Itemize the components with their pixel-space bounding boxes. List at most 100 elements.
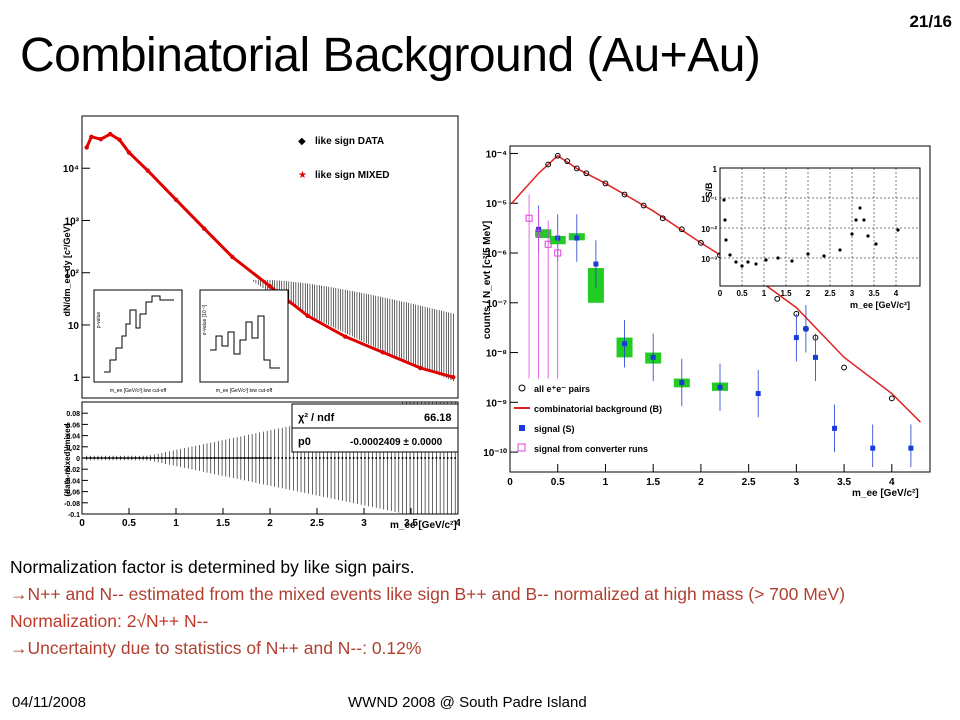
right-legend: all e⁺e⁻ pairs combinatorial background … — [514, 384, 662, 454]
like-sign-mixed-point — [451, 375, 456, 380]
footer-venue: WWND 2008 @ South Padre Island — [348, 694, 587, 711]
ratio-point — [243, 457, 246, 459]
right-xlabel: m_ee [GeV/c²] — [852, 488, 919, 499]
ratio-ytick-label: 0 — [76, 456, 80, 463]
inset-sb-xtick-label: 4 — [894, 289, 899, 298]
fit-p0-label: p0 — [298, 436, 311, 448]
inset-sb: S/B m_ee [GeV/c²] 0 0.5 1 1.5 2 2.5 3 3.5 4 1 10⁻¹… — [701, 165, 921, 310]
ratio-xtick-label: 1 — [173, 518, 179, 529]
ratio-point — [115, 457, 118, 459]
ratio-point — [157, 457, 160, 459]
inset-sb-ytick-label: 1 — [713, 165, 718, 174]
ratio-point — [153, 457, 156, 459]
fit-chi2-label: χ² / ndf — [298, 412, 335, 424]
signal-point — [717, 384, 723, 390]
body-line-3: Normalization: 2√N++ N-- — [10, 611, 209, 631]
inset-pvalue-xlabel: m_ee [GeV/c²] low cut-off — [110, 388, 167, 394]
legend-label-mixed: like sign MIXED — [315, 170, 389, 181]
ratio-point — [416, 457, 419, 459]
ratio-point — [254, 457, 257, 459]
all-pairs-point — [564, 158, 571, 165]
all-pairs-point — [774, 295, 781, 302]
ratio-point — [375, 457, 378, 459]
ratio-xtick-label: 2.5 — [310, 518, 324, 529]
ratio-point — [307, 457, 310, 459]
ratio-point — [333, 457, 336, 459]
like-sign-mixed-curve — [85, 132, 454, 379]
left-top-ylabel: dN/dm_ee dy [c²/GeV] — [62, 223, 72, 316]
right-ytick-label: 10⁻⁴ — [486, 149, 507, 160]
ratio-point — [281, 457, 284, 459]
ratio-point — [251, 457, 254, 459]
inset-sb-xtick-label: 3.5 — [868, 289, 880, 298]
inset-sigma-ylabel: σ-value [10⁻³] — [202, 304, 208, 335]
ratio-point — [104, 457, 107, 459]
ratio-point — [179, 457, 182, 459]
top-plot-frame — [81, 115, 459, 399]
ratio-point — [85, 457, 88, 459]
signal-syst-box — [535, 229, 552, 239]
ratio-point — [397, 457, 400, 459]
ratio-point — [138, 457, 141, 459]
like-sign-mixed-point — [108, 131, 113, 137]
signal-point — [793, 335, 799, 341]
inset-sigma-xlabel: m_ee [GeV/c²] low cut-off — [216, 388, 273, 394]
ratio-point — [284, 457, 287, 459]
ratio-point — [341, 457, 344, 459]
inset-sb-xtick-label: 1 — [762, 289, 767, 298]
body-line-4-text: Uncertainty due to statistics of N++ and… — [27, 638, 372, 658]
converter-point — [525, 214, 533, 222]
inset-sigma: σ-value [10⁻³] m_ee [GeV/c²] low cut-off — [199, 289, 289, 394]
ratio-point — [450, 457, 453, 459]
ratio-point — [262, 457, 265, 459]
left-xlabel: m_ee [GeV/c²] — [390, 520, 457, 530]
right-xtick-label: 3.5 — [837, 477, 851, 488]
like-sign-mixed-point — [98, 136, 103, 142]
signal-point — [679, 380, 685, 386]
like-sign-mixed-point — [267, 284, 273, 289]
all-pairs-point — [573, 165, 580, 172]
ratio-point — [363, 457, 366, 459]
ratio-point — [127, 457, 130, 459]
inset-sb-ytick-label: 10⁻² — [701, 225, 717, 234]
signal-point — [803, 326, 809, 332]
slide-number: 21/16 — [909, 12, 952, 31]
ratio-xtick-label: 2 — [267, 518, 273, 529]
all-pairs-point — [888, 395, 895, 402]
ratio-point — [337, 457, 340, 459]
ratio-ytick-label: -0.04 — [64, 478, 80, 485]
ratio-point — [266, 457, 269, 459]
ratio-point — [168, 457, 171, 459]
ratio-point — [439, 457, 442, 459]
all-pairs-point — [841, 364, 847, 371]
like-sign-mixed-point — [305, 313, 310, 318]
legend-label-signal: signal (S) — [534, 424, 575, 434]
ratio-point — [96, 457, 99, 459]
right-xtick-label: 0.5 — [551, 477, 565, 488]
like-sign-mixed-point — [202, 226, 207, 231]
ratio-point — [209, 457, 212, 459]
right-xtick-label: 0 — [507, 477, 513, 488]
fit-chi2-value: 66.18 — [424, 412, 452, 424]
ratio-point — [288, 457, 291, 459]
inset-sb-xtick-label: 3 — [850, 289, 855, 298]
left-legend: ◆ like sign DATA ★ like sign MIXED — [298, 136, 389, 181]
ratio-ytick-label: -0.08 — [64, 501, 80, 508]
ratio-point — [431, 457, 434, 459]
ratio-point — [194, 457, 197, 459]
right-figure-panel: 10⁻⁴ 10⁻⁵ 10⁻⁶ 10⁻⁷ 10⁻⁸ 10⁻⁹ 10⁻¹⁰ 0 0.5 1 1.5 2 2.… — [482, 145, 931, 499]
signal-point — [832, 425, 838, 431]
signal-point — [812, 354, 818, 360]
inset-sb-xtick-label: 1.5 — [780, 289, 792, 298]
legend-label-data: like sign DATA — [315, 136, 384, 147]
left-bottom-ylabel: (data-mixed)/mixed — [63, 423, 72, 496]
legend-label-converter: signal from converter runs — [534, 444, 648, 454]
ratio-point — [405, 457, 408, 459]
ratio-point — [206, 457, 209, 459]
ratio-point — [326, 457, 329, 459]
all-pairs-point — [659, 215, 666, 222]
ratio-point — [352, 457, 355, 459]
ratio-ytick-label: 0.04 — [66, 434, 80, 441]
fit-p0-value: -0.0002409 ± 0.0000 — [350, 437, 443, 448]
ratio-point — [108, 457, 111, 459]
